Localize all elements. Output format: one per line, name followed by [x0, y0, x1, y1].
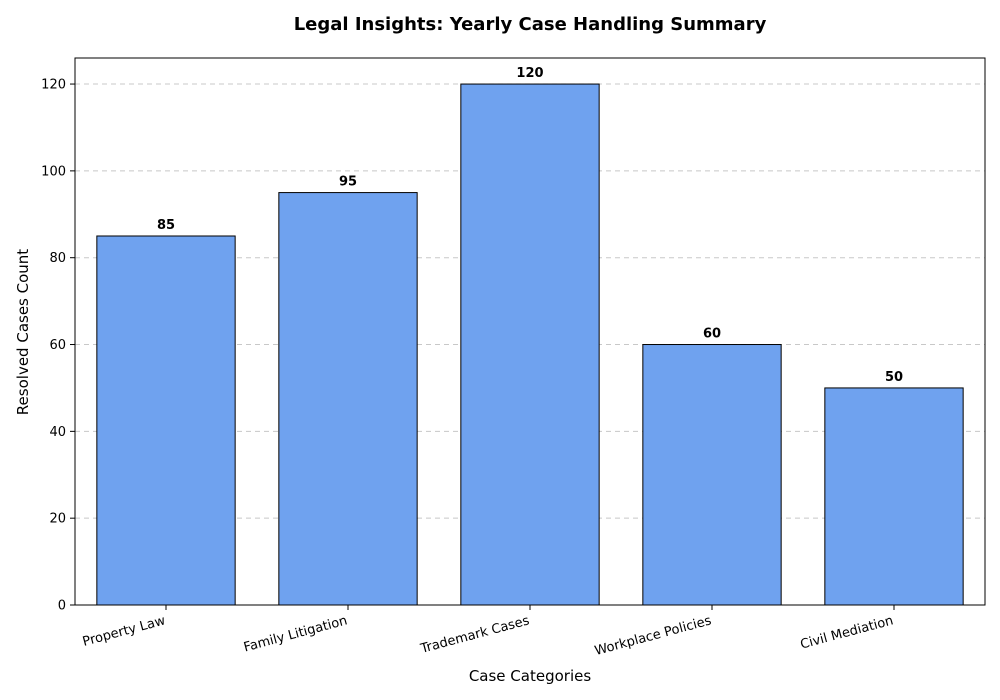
x-axis-ticks: Property Law Family Litigation Trademark C… [81, 605, 895, 659]
bar-value-label: 85 [157, 218, 175, 233]
chart-title: Legal Insights: Yearly Case Handling Sum… [294, 14, 767, 35]
bar [278, 192, 418, 606]
bar [460, 83, 600, 606]
bar [824, 387, 964, 606]
x-tick-label: Civil Mediation [799, 613, 895, 652]
bar-value-label: 60 [703, 327, 721, 342]
bar-value-label: 120 [516, 66, 543, 81]
x-axis-label: Case Categories [469, 667, 592, 685]
bars [96, 83, 964, 606]
bar-value-label: 95 [339, 175, 357, 190]
y-tick-label: 40 [49, 425, 66, 440]
x-tick-label: Family Litigation [242, 613, 349, 655]
y-tick-label: 0 [58, 599, 66, 614]
bar-value-label: 50 [885, 370, 903, 385]
x-tick-label: Trademark Cases [418, 613, 531, 657]
y-axis-ticks: 0 20 40 60 80 100 120 [41, 78, 75, 614]
y-tick-label: 100 [41, 164, 66, 179]
data-labels: 85 95 120 60 50 [157, 66, 903, 385]
x-tick-label: Property Law [81, 613, 167, 650]
y-tick-label: 60 [49, 338, 66, 353]
bar [96, 235, 236, 606]
y-tick-label: 80 [49, 251, 66, 266]
y-tick-label: 120 [41, 78, 66, 93]
y-axis-label: Resolved Cases Count [14, 249, 32, 415]
y-tick-label: 20 [49, 512, 66, 527]
x-tick-label: Workplace Policies [593, 613, 713, 659]
bar [642, 344, 782, 606]
